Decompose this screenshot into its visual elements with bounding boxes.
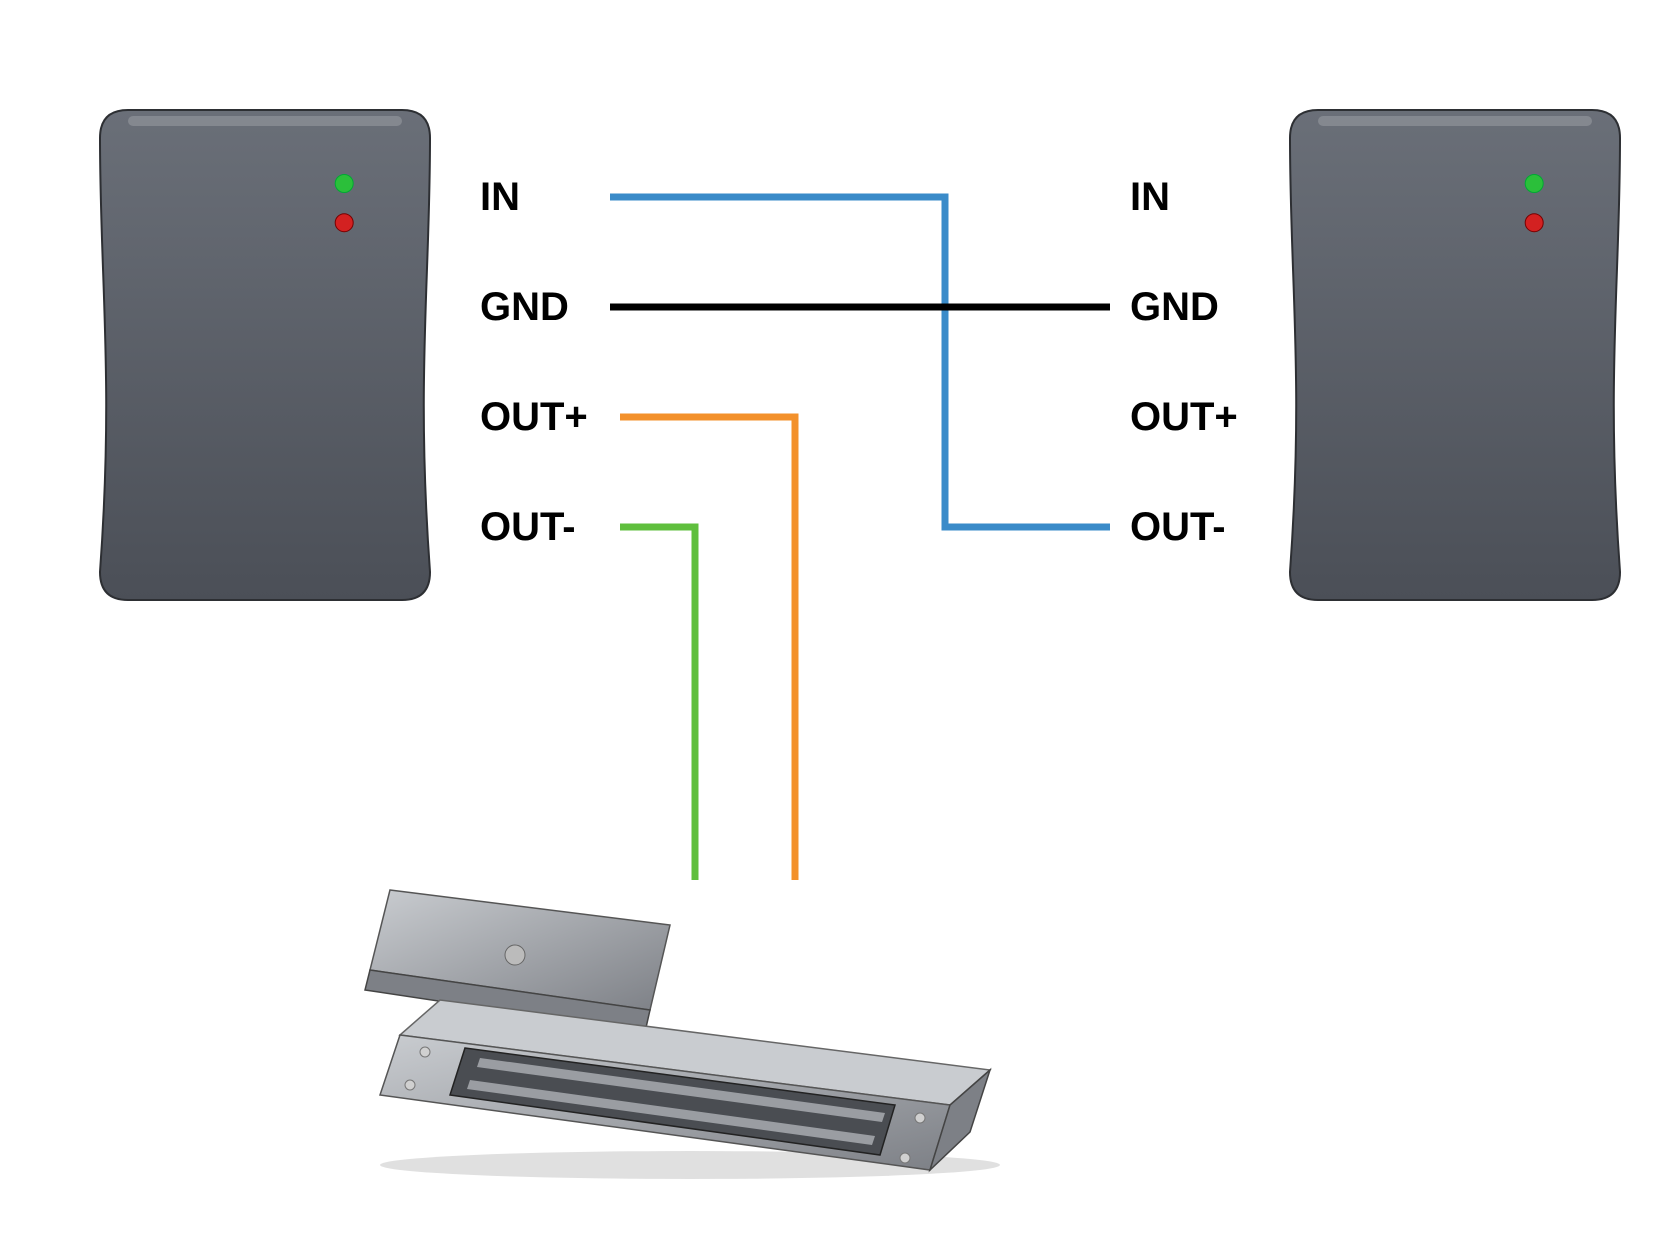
label-right-gnd: GND [1130, 285, 1219, 330]
status-led-red-icon [335, 214, 353, 232]
card-reader-right [1290, 110, 1620, 600]
wire-outminus-green [620, 527, 695, 880]
label-right-out-plus: OUT+ [1130, 395, 1238, 440]
label-left-in: IN [480, 175, 520, 220]
wiring-diagram: IN GND OUT+ OUT- IN GND OUT+ OUT- [0, 0, 1680, 1245]
label-left-out-minus: OUT- [480, 505, 576, 550]
label-right-in: IN [1130, 175, 1170, 220]
status-led-green-icon [335, 175, 353, 193]
label-right-out-minus: OUT- [1130, 505, 1226, 550]
label-left-gnd: GND [480, 285, 569, 330]
card-reader-left [100, 110, 430, 600]
status-led-green-icon [1525, 175, 1543, 193]
label-left-out-plus: OUT+ [480, 395, 588, 440]
maglock [330, 870, 1050, 1170]
wire-in-to-outminus-blue [610, 197, 1110, 527]
wire-outplus-orange [620, 417, 795, 880]
status-led-red-icon [1525, 214, 1543, 232]
